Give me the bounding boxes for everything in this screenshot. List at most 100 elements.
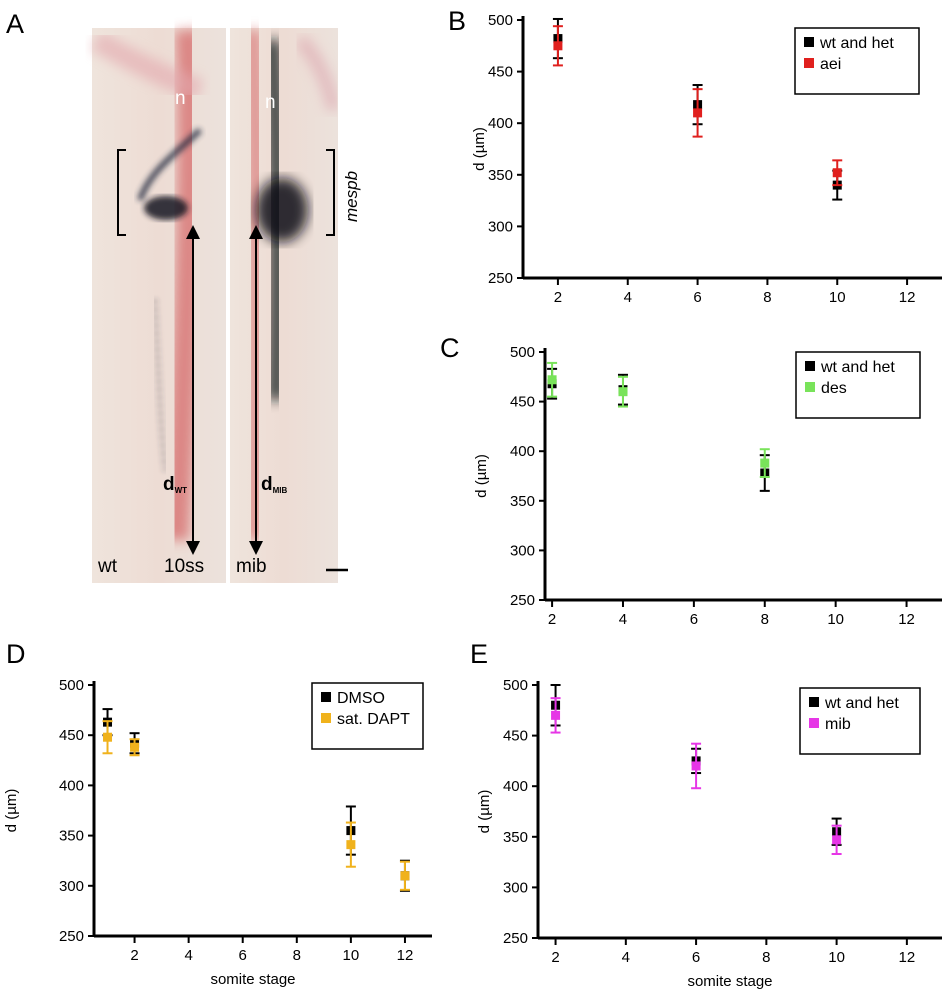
data-point bbox=[130, 742, 140, 752]
data-point bbox=[832, 168, 842, 178]
bracket-wt bbox=[117, 149, 126, 236]
y-tick-label: 450 bbox=[59, 727, 84, 744]
panel-a-label: A bbox=[6, 9, 24, 39]
x-axis-label: somite stage bbox=[210, 971, 295, 988]
micrograph-mib bbox=[230, 28, 341, 583]
x-tick-label: 12 bbox=[898, 611, 915, 628]
data-point bbox=[760, 458, 770, 468]
y-axis-label: d (µm) bbox=[471, 127, 488, 171]
y-tick-label: 500 bbox=[503, 677, 528, 694]
legend-label: wt and het bbox=[824, 695, 899, 712]
panel-label: B bbox=[448, 6, 466, 36]
y-tick-label: 250 bbox=[59, 928, 84, 945]
x-tick-label: 8 bbox=[293, 947, 301, 964]
data-point bbox=[618, 387, 628, 397]
x-tick-label: 6 bbox=[690, 611, 698, 628]
chart-c: C 250 300 350 400 450 500 2 4 6 8 10 12 d (µm) wt and … bbox=[440, 333, 942, 628]
data-point bbox=[832, 835, 842, 845]
x-tick-label: 2 bbox=[551, 949, 559, 966]
data-point bbox=[400, 871, 410, 881]
legend-swatch bbox=[805, 382, 815, 392]
y-axis-label: d (µm) bbox=[3, 789, 20, 833]
x-tick-label: 4 bbox=[619, 611, 627, 628]
y-tick-label: 450 bbox=[510, 394, 535, 411]
y-axis-label: d (µm) bbox=[473, 454, 490, 498]
legend-swatch bbox=[805, 361, 815, 371]
x-tick-label: 12 bbox=[397, 947, 414, 964]
chart-d: D 250 300 350 400 450 500 2 4 6 8 10 12 d (µm) somite … bbox=[3, 639, 432, 988]
data-point bbox=[553, 41, 563, 51]
x-tick-label: 10 bbox=[828, 949, 845, 966]
y-tick-label: 350 bbox=[510, 493, 535, 510]
legend-box bbox=[799, 687, 921, 755]
x-tick-label: 10 bbox=[829, 289, 846, 306]
legend-label: DMSO bbox=[337, 690, 385, 707]
y-tick-label: 500 bbox=[510, 344, 535, 361]
x-tick-label: 6 bbox=[692, 949, 700, 966]
panel-label: C bbox=[440, 333, 460, 363]
y-tick-label: 350 bbox=[488, 167, 513, 184]
bracket-mib bbox=[326, 149, 335, 236]
legend-swatch bbox=[804, 37, 814, 47]
chart-b: B 250 300 350 400 450 500 2 4 6 8 10 12 d (µm) wt and … bbox=[448, 6, 942, 306]
legend-swatch bbox=[321, 692, 331, 702]
x-tick-label: 10 bbox=[827, 611, 844, 628]
x-tick-label: 8 bbox=[761, 611, 769, 628]
y-tick-label: 500 bbox=[59, 677, 84, 694]
series-0 bbox=[547, 367, 770, 492]
x-tick-label: 4 bbox=[624, 289, 632, 306]
y-axis-label: d (µm) bbox=[476, 790, 493, 834]
data-point bbox=[691, 761, 701, 771]
y-tick-label: 500 bbox=[488, 12, 513, 29]
y-tick-label: 400 bbox=[488, 115, 513, 132]
legend-swatch bbox=[804, 58, 814, 68]
panel-label: D bbox=[6, 639, 26, 669]
series-1 bbox=[552, 25, 843, 187]
y-tick-label: 400 bbox=[510, 443, 535, 460]
x-tick-label: 8 bbox=[762, 949, 770, 966]
legend-label: des bbox=[821, 380, 847, 397]
y-tick-label: 350 bbox=[503, 829, 528, 846]
legend-label: wt and het bbox=[820, 359, 895, 376]
chart-e: E 250 300 350 400 450 500 2 4 6 8 10 12 d (µm) somite … bbox=[470, 639, 942, 990]
y-tick-label: 450 bbox=[503, 728, 528, 745]
legend-label: sat. DAPT bbox=[337, 711, 410, 728]
data-point bbox=[103, 732, 113, 742]
micrograph-wt bbox=[90, 28, 226, 583]
legend-label: mib bbox=[825, 716, 851, 733]
legend-label: aei bbox=[820, 56, 841, 73]
legend-swatch bbox=[809, 697, 819, 707]
y-tick-label: 250 bbox=[488, 270, 513, 287]
gene-label: mespb bbox=[342, 171, 361, 222]
legend-swatch bbox=[321, 713, 331, 723]
y-tick-label: 250 bbox=[510, 592, 535, 609]
x-tick-label: 6 bbox=[239, 947, 247, 964]
series-1 bbox=[550, 697, 842, 856]
x-tick-label: 12 bbox=[899, 949, 916, 966]
x-tick-label: 12 bbox=[899, 289, 916, 306]
stage-label: 10ss bbox=[164, 556, 204, 577]
series-1 bbox=[102, 720, 410, 891]
y-tick-label: 250 bbox=[503, 930, 528, 947]
charts: B 250 300 350 400 450 500 2 4 6 8 10 12 d (µm) wt and … bbox=[3, 6, 942, 990]
y-tick-label: 350 bbox=[59, 828, 84, 845]
y-tick-label: 300 bbox=[510, 542, 535, 559]
panel-label: E bbox=[470, 639, 488, 669]
genotype-label-wt: wt bbox=[97, 556, 118, 577]
data-point bbox=[346, 840, 356, 850]
y-tick-label: 300 bbox=[59, 878, 84, 895]
panel-a: A n n mespb dWT dMIB w bbox=[6, 9, 361, 583]
legend-box bbox=[794, 27, 920, 95]
legend-label: wt and het bbox=[819, 35, 894, 52]
legend-swatch bbox=[809, 718, 819, 728]
data-point bbox=[693, 108, 703, 118]
x-tick-label: 4 bbox=[184, 947, 192, 964]
x-tick-label: 6 bbox=[693, 289, 701, 306]
genotype-label-mib: mib bbox=[236, 556, 267, 577]
x-tick-label: 4 bbox=[622, 949, 630, 966]
notochord-label-wt: n bbox=[175, 88, 186, 109]
data-point bbox=[551, 710, 561, 720]
x-axis-label: somite stage bbox=[687, 973, 772, 990]
x-tick-label: 2 bbox=[130, 947, 138, 964]
